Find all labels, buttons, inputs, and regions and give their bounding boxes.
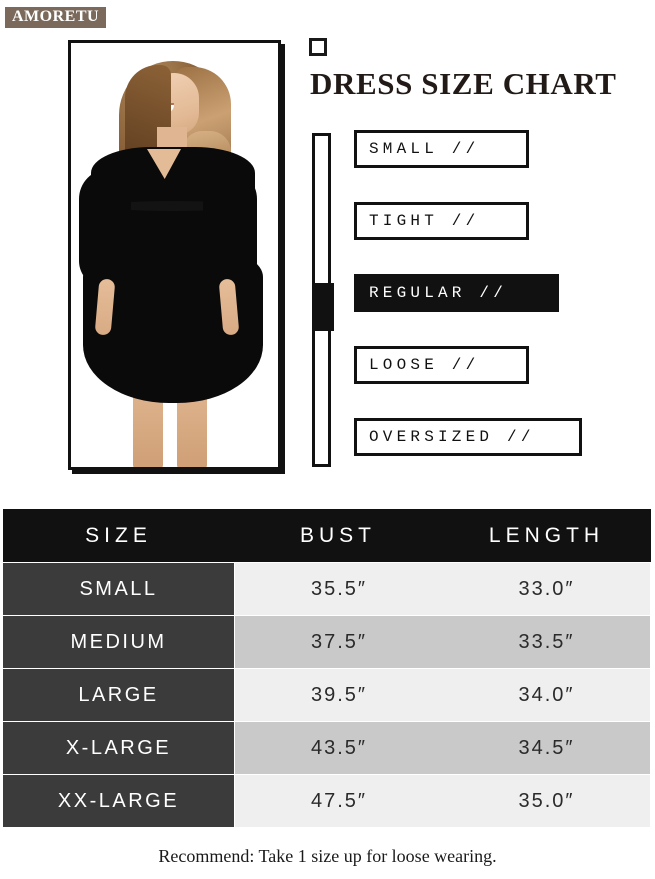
product-photo <box>68 40 281 470</box>
fit-option-small[interactable]: SMALL // <box>354 130 529 168</box>
cell-length: 34.0″ <box>443 669 650 721</box>
recommendation-note: Recommend: Take 1 size up for loose wear… <box>158 846 497 866</box>
column-header-length: LENGTH <box>488 523 605 547</box>
cell-length: 35.0″ <box>443 775 650 827</box>
cell-length: 34.5″ <box>443 722 650 774</box>
cell-bust: 39.5″ <box>235 669 443 721</box>
square-outline-icon <box>309 38 327 56</box>
table-row: LARGE 39.5″ 34.0″ <box>3 669 651 721</box>
cell-bust: 47.5″ <box>235 775 443 827</box>
table-header-row: SIZE BUST LENGTH <box>3 509 651 562</box>
dress-sleeve-right <box>203 169 257 289</box>
fit-scale-track[interactable] <box>312 133 334 467</box>
cell-length: 33.0″ <box>443 563 650 615</box>
column-header-size: SIZE <box>85 523 152 547</box>
fit-scale: SMALL // TIGHT // REGULAR // LOOSE // OV… <box>312 130 652 470</box>
cell-length: 33.5″ <box>443 616 650 668</box>
cell-bust: 37.5″ <box>235 616 443 668</box>
cell-bust: 43.5″ <box>235 722 443 774</box>
table-row: X-LARGE 43.5″ 34.5″ <box>3 722 651 774</box>
brand-logo: AMORETU <box>5 7 107 28</box>
fit-scale-thumb[interactable] <box>315 283 334 331</box>
table-row: MEDIUM 37.5″ 33.5″ <box>3 616 651 668</box>
cell-size: X-LARGE <box>3 722 234 774</box>
fit-option-regular[interactable]: REGULAR // <box>354 274 559 312</box>
fit-option-loose[interactable]: LOOSE // <box>354 346 529 384</box>
size-table: SIZE BUST LENGTH SMALL 35.5″ 33.0″ MEDIU… <box>3 509 651 827</box>
cell-size: MEDIUM <box>3 616 234 668</box>
table-row: XX-LARGE 47.5″ 35.0″ <box>3 775 651 827</box>
table-row: SMALL 35.5″ 33.0″ <box>3 563 651 615</box>
fit-option-oversized[interactable]: OVERSIZED // <box>354 418 582 456</box>
page-title: DRESS SIZE CHART <box>310 66 617 101</box>
fit-option-tight[interactable]: TIGHT // <box>354 202 529 240</box>
dress-sleeve-left <box>79 169 131 287</box>
cell-size: XX-LARGE <box>3 775 234 827</box>
cell-bust: 35.5″ <box>235 563 443 615</box>
cell-size: SMALL <box>3 563 234 615</box>
product-photo-image <box>71 43 278 467</box>
cell-size: LARGE <box>3 669 234 721</box>
column-header-bust: BUST <box>299 523 376 547</box>
dress-tier-seam <box>101 201 245 211</box>
